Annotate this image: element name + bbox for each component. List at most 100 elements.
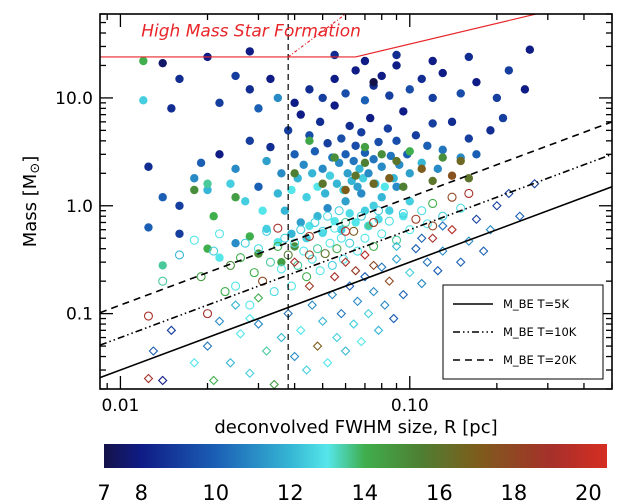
data-point bbox=[438, 153, 447, 162]
data-point bbox=[336, 308, 347, 319]
data-point bbox=[266, 142, 275, 152]
data-point bbox=[277, 257, 286, 267]
data-point bbox=[492, 93, 502, 103]
data-point bbox=[327, 260, 337, 270]
data-point bbox=[399, 212, 408, 221]
data-point bbox=[464, 134, 474, 143]
data-point bbox=[245, 232, 255, 241]
data-point bbox=[337, 134, 346, 143]
data-point bbox=[360, 142, 370, 152]
data-point bbox=[209, 212, 218, 221]
data-point bbox=[325, 171, 335, 180]
data-point bbox=[437, 221, 448, 231]
data-point bbox=[398, 208, 408, 218]
data-point bbox=[405, 85, 414, 94]
data-point bbox=[305, 136, 314, 146]
data-point bbox=[175, 74, 184, 84]
data-point bbox=[380, 300, 390, 310]
data-point bbox=[318, 93, 327, 103]
data-point bbox=[417, 164, 426, 174]
data-point bbox=[312, 341, 323, 351]
data-point bbox=[343, 169, 352, 178]
data-point bbox=[334, 206, 344, 216]
data-point bbox=[310, 147, 320, 156]
data-point bbox=[158, 58, 167, 68]
data-point bbox=[175, 229, 184, 238]
legend-label: M_BE T=20K bbox=[503, 353, 577, 367]
data-point bbox=[447, 192, 457, 202]
data-point bbox=[392, 136, 401, 146]
data-point bbox=[492, 200, 502, 211]
data-point bbox=[327, 289, 338, 300]
data-point bbox=[273, 241, 283, 251]
data-point bbox=[398, 289, 409, 300]
data-point bbox=[235, 329, 246, 339]
data-point bbox=[357, 189, 366, 198]
data-point bbox=[196, 272, 206, 282]
data-point bbox=[377, 162, 386, 171]
data-point bbox=[369, 77, 378, 87]
data-point bbox=[498, 113, 508, 123]
data-point bbox=[366, 113, 375, 123]
data-point bbox=[289, 257, 300, 267]
data-point bbox=[290, 238, 300, 248]
data-point bbox=[447, 224, 457, 235]
data-point bbox=[368, 260, 379, 271]
data-point bbox=[144, 162, 153, 171]
data-point bbox=[254, 104, 263, 113]
data-point bbox=[299, 160, 308, 169]
data-point bbox=[341, 226, 351, 236]
data-point bbox=[189, 235, 199, 245]
data-point bbox=[478, 246, 489, 256]
data-point bbox=[249, 268, 259, 278]
colorbar-tick-label: 14 bbox=[351, 481, 378, 504]
data-point bbox=[157, 375, 168, 386]
colorbar-tick-label: 7 bbox=[97, 481, 110, 504]
plot-frame bbox=[99, 13, 613, 390]
colorbar-gradient bbox=[104, 444, 607, 468]
data-point bbox=[196, 158, 206, 168]
data-point bbox=[360, 56, 370, 66]
data-point bbox=[190, 185, 199, 195]
data-point bbox=[360, 158, 370, 168]
data-point bbox=[148, 346, 159, 356]
data-point bbox=[340, 257, 351, 267]
data-point bbox=[369, 179, 378, 188]
data-point bbox=[417, 158, 426, 168]
data-point bbox=[302, 272, 312, 282]
data-point bbox=[447, 171, 457, 180]
data-point bbox=[330, 50, 339, 60]
data-point bbox=[290, 169, 299, 178]
data-point bbox=[280, 233, 290, 243]
data-point bbox=[356, 211, 366, 221]
data-point bbox=[261, 346, 272, 356]
data-point bbox=[360, 233, 370, 243]
data-point bbox=[299, 246, 309, 256]
data-point bbox=[350, 265, 361, 276]
data-point bbox=[377, 193, 386, 202]
data-point bbox=[231, 238, 240, 248]
data-point bbox=[276, 264, 286, 274]
data-point bbox=[345, 121, 354, 131]
data-point bbox=[352, 246, 363, 256]
data-point bbox=[428, 198, 438, 209]
data-point bbox=[329, 271, 340, 282]
data-point bbox=[139, 56, 148, 66]
data-point bbox=[262, 226, 272, 236]
data-point bbox=[245, 85, 255, 94]
data-point bbox=[386, 151, 396, 161]
data-point bbox=[276, 332, 287, 343]
data-point bbox=[405, 147, 414, 156]
data-point bbox=[158, 193, 167, 202]
data-point bbox=[438, 145, 447, 155]
data-point bbox=[280, 206, 290, 215]
colorbar-tick-label: 8 bbox=[135, 481, 148, 504]
colorbar-tick-label: 16 bbox=[426, 481, 453, 504]
data-point bbox=[225, 358, 236, 368]
data-point bbox=[320, 249, 330, 259]
data-point bbox=[231, 71, 240, 81]
data-point bbox=[360, 271, 370, 282]
data-point bbox=[215, 253, 224, 262]
data-point bbox=[360, 96, 370, 105]
data-point bbox=[349, 226, 359, 236]
